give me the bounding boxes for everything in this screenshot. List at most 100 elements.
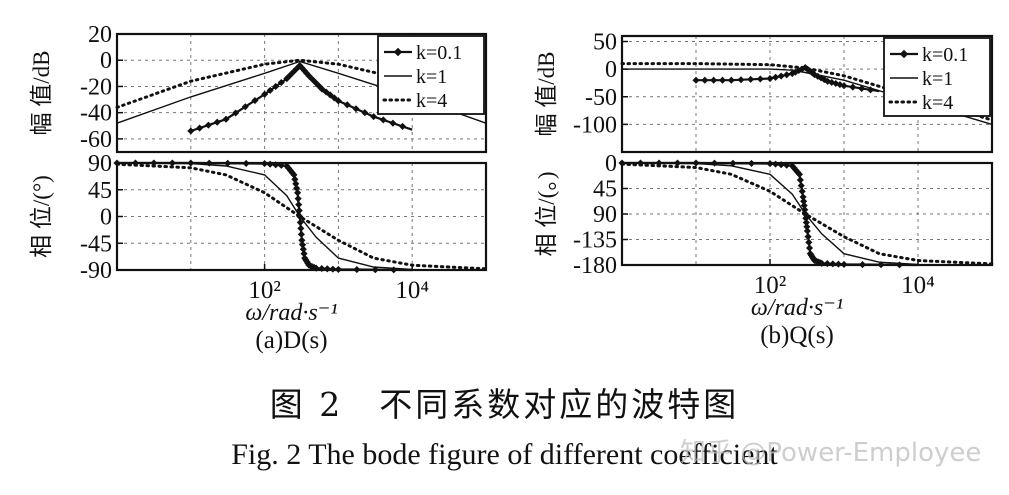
magnitude-marker: [710, 76, 718, 84]
magnitude-marker: [747, 75, 755, 83]
phase-ytick-label: 90: [88, 151, 112, 177]
magnitude-marker: [232, 109, 240, 117]
phase-ytick-label: 0: [100, 205, 112, 231]
magnitude-marker: [389, 119, 397, 127]
magnitude-marker: [196, 124, 204, 132]
legend: k=0.1k=1k=4: [883, 37, 991, 117]
phase-marker: [296, 218, 304, 226]
phase-ylabel: 相 位/(°): [29, 175, 54, 258]
phase-marker: [297, 224, 305, 232]
legend: k=0.1k=1k=4: [377, 35, 485, 115]
phase-marker: [799, 193, 807, 201]
magnitude-marker: [772, 73, 780, 81]
xtick-label: 10²: [754, 272, 787, 299]
magnitude-marker: [701, 76, 709, 84]
phase-series-k1: [621, 162, 919, 266]
magnitude-ytick-label: 0: [100, 48, 112, 74]
magnitude-marker: [213, 118, 221, 126]
phase-marker: [797, 182, 805, 190]
magnitude-marker: [241, 103, 249, 111]
magnitude-series-k4: [115, 58, 488, 109]
phase-marker: [803, 227, 811, 235]
magnitude-ylabel: 幅 值/dB: [29, 51, 54, 136]
magnitude-marker: [334, 97, 342, 105]
watermark: 知乎 @Power-Employee: [680, 438, 982, 468]
phase-marker: [772, 160, 780, 168]
legend-entry: k=0.1: [922, 44, 968, 66]
xtick-label: 10²: [248, 277, 281, 304]
magnitude-frame: [620, 34, 994, 154]
phase-series-k4: [115, 162, 488, 271]
legend-entry: k=1: [922, 68, 953, 90]
phase-marker: [800, 201, 808, 210]
magnitude-ytick-label: 0: [605, 57, 617, 83]
magnitude-panel: 200-20-40-60 幅 值/dB: [29, 22, 488, 154]
magnitude-marker: [361, 109, 369, 117]
phase-ytick-label: 0: [605, 151, 617, 177]
phase-marker: [298, 236, 306, 244]
xlabel: ω/rad·s⁻¹: [245, 300, 337, 326]
magnitude-marker: [783, 71, 791, 79]
chart-subtitle: (b)Q(s): [760, 322, 834, 349]
magnitude-ytick-label: -20: [80, 74, 112, 100]
magnitude-marker: [727, 76, 735, 84]
magnitude-marker: [692, 76, 700, 84]
magnitude-marker: [718, 76, 727, 84]
magnitude-marker: [379, 116, 387, 124]
phase-marker: [803, 223, 811, 231]
magnitude-marker: [766, 74, 774, 83]
magnitude-marker: [352, 105, 360, 113]
magnitude-marker: [187, 127, 195, 135]
magnitude-marker: [777, 72, 785, 80]
phase-marker: [805, 238, 813, 246]
xlabel: ω/rad·s⁻¹: [751, 295, 843, 321]
magnitude-ytick-label: -40: [80, 101, 112, 127]
phase-ytick-label: -90: [80, 258, 112, 284]
phase-marker: [293, 184, 301, 192]
magnitude-marker: [251, 97, 259, 105]
legend-entry: k=4: [416, 90, 447, 112]
magnitude-marker: [222, 115, 230, 123]
phase-marker: [294, 195, 302, 203]
xtick-label: 10⁴: [901, 272, 935, 299]
magnitude-marker: [840, 82, 848, 90]
magnitude-frame: [115, 32, 488, 154]
phase-ytick-label: -180: [573, 253, 617, 279]
phase-marker: [804, 233, 812, 241]
figure-caption-en: Fig. 2 The bode figure of different coef…: [231, 438, 778, 471]
phase-marker: [795, 170, 803, 178]
phase-marker: [800, 197, 808, 205]
magnitude-marker: [261, 90, 269, 98]
xtick-label: 10⁴: [395, 277, 429, 304]
phase-marker: [806, 244, 814, 252]
phase-marker: [291, 175, 299, 183]
phase-marker: [300, 250, 308, 258]
magnitude-marker: [272, 82, 280, 90]
magnitude-marker: [399, 122, 407, 130]
magnitude-marker: [370, 113, 378, 121]
magnitude-ytick-label: 50: [593, 30, 617, 56]
legend-entry: k=1: [416, 66, 447, 88]
phase-ytick-label: 45: [593, 177, 617, 203]
legend-entry: k=4: [922, 92, 953, 114]
phase-ytick-label: 90: [593, 202, 617, 228]
phase-marker: [290, 171, 298, 179]
magnitude-ytick-label: -50: [585, 85, 617, 111]
magnitude-marker: [343, 101, 351, 109]
magnitude-ytick-label: -100: [573, 112, 617, 138]
magnitude-marker: [849, 83, 857, 91]
magnitude-ytick-label: 20: [88, 22, 112, 48]
phase-marker: [266, 160, 274, 168]
phase-ytick-label: 45: [88, 178, 112, 204]
legend-entry: k=0.1: [416, 42, 462, 64]
phase-marker: [299, 245, 307, 253]
phase-marker: [796, 176, 804, 184]
phase-marker: [294, 189, 302, 197]
phase-series-k1: [116, 162, 413, 271]
magnitude-ylabel: 幅 值/dB: [534, 52, 559, 137]
phase-series-k4: [620, 162, 994, 266]
